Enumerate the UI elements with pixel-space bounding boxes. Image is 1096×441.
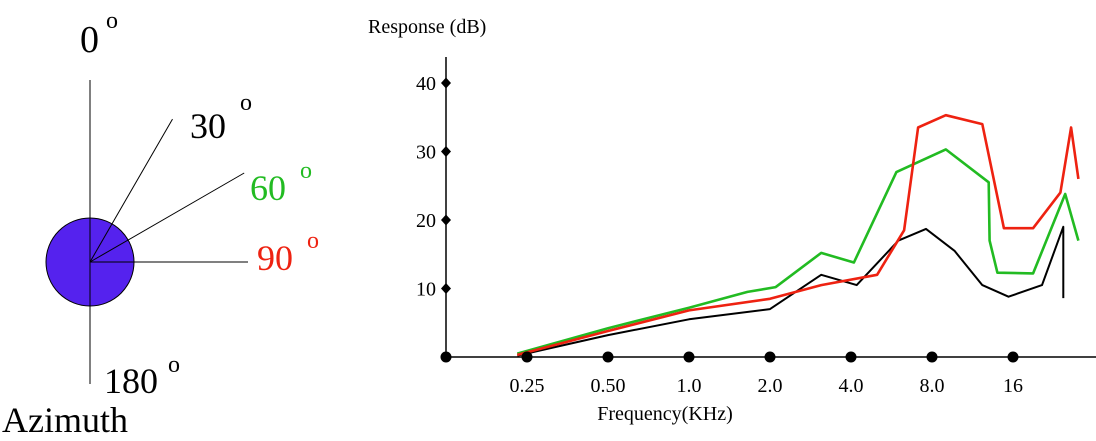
- direction-label-0: 0: [80, 19, 99, 61]
- x-tick-label-2.0: 2.0: [758, 375, 783, 397]
- x-tick-marker-16: [1007, 351, 1019, 363]
- x-tick-marker-4.0: [845, 351, 857, 363]
- x-tick-label-0.25: 0.25: [510, 375, 545, 397]
- x-tick-marker-0.50: [602, 351, 614, 363]
- x-tick-marker-2.0: [764, 351, 776, 363]
- series-layer: [516, 113, 1080, 357]
- series-line-60: [516, 148, 1080, 355]
- direction-label-30: 30: [190, 106, 226, 146]
- y-axis-label: Response (dB): [368, 16, 486, 38]
- y-tick-label-40: 40: [416, 73, 436, 95]
- y-tick-marker-20: [441, 214, 451, 226]
- response-chart: Response (dB) Frequency(KHz) 0.25 0.50 1.0…: [368, 16, 1096, 425]
- y-tick-marker-10: [441, 283, 451, 294]
- azimuth-label: Azimuth: [2, 400, 128, 440]
- direction-label-90: 90: [257, 238, 293, 278]
- direction-line-30: [89, 118, 173, 263]
- degree-symbol-60: o: [300, 158, 312, 184]
- x-tick-marker-1.0: [683, 351, 695, 363]
- y-tick-label-30: 30: [416, 142, 436, 164]
- series-line-90: [516, 113, 1080, 357]
- x-tick-label-4.0: 4.0: [839, 375, 864, 397]
- x-axis-label: Frequency(KHz): [597, 403, 733, 425]
- tick-layer: 0.25 0.50 1.0 2.0 4.0 8.0 16 10 20 30 40: [416, 73, 1023, 397]
- y-tick-marker-40: [441, 77, 451, 89]
- direction-label-180: 180: [104, 361, 158, 401]
- origin-marker: [440, 351, 452, 363]
- degree-symbol-180: o: [168, 352, 180, 378]
- y-tick-label-10: 10: [416, 279, 436, 301]
- degree-symbol-90: o: [307, 228, 319, 254]
- y-tick-marker-30: [441, 146, 451, 157]
- direction-line-60: [89, 172, 245, 263]
- degree-symbol-30: o: [240, 90, 252, 116]
- x-tick-label-0.50: 0.50: [591, 375, 626, 397]
- x-tick-label-8.0: 8.0: [920, 375, 945, 397]
- x-tick-label-16: 16: [1003, 375, 1023, 397]
- x-tick-marker-0.25: [521, 351, 533, 363]
- y-tick-label-20: 20: [416, 210, 436, 232]
- degree-symbol-0: o: [106, 8, 118, 34]
- series-line-30: [517, 225, 1065, 357]
- direction-label-60: 60: [250, 168, 286, 208]
- x-tick-label-1.0: 1.0: [677, 375, 702, 397]
- x-tick-marker-8.0: [926, 351, 938, 363]
